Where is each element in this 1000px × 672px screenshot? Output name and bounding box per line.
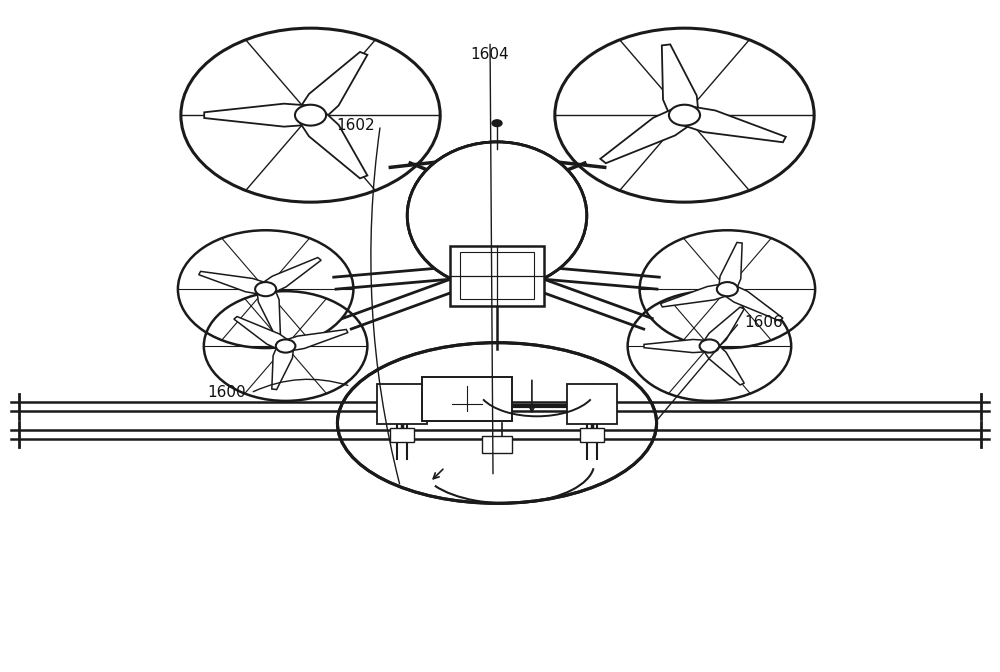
Ellipse shape [407,142,587,289]
Bar [422,378,512,421]
Bar [482,436,512,453]
Circle shape [717,282,738,296]
Text: 1600: 1600 [207,385,246,401]
Text: 1602: 1602 [337,118,375,132]
Polygon shape [204,103,311,126]
Ellipse shape [337,343,657,503]
Bar [377,384,427,424]
Polygon shape [272,345,294,390]
Circle shape [295,105,326,126]
Polygon shape [660,284,730,307]
Polygon shape [199,271,269,295]
Polygon shape [644,339,709,353]
Polygon shape [680,106,786,142]
Polygon shape [283,329,348,351]
Polygon shape [722,285,783,321]
Polygon shape [662,44,699,117]
Polygon shape [702,307,744,349]
Bar [567,384,617,424]
Polygon shape [257,288,280,336]
Polygon shape [298,52,367,120]
Bar [460,253,534,299]
Polygon shape [260,257,321,294]
Circle shape [255,282,276,296]
Text: 1606: 1606 [744,315,783,330]
Polygon shape [719,243,742,290]
Ellipse shape [407,142,587,289]
Polygon shape [234,317,291,350]
Polygon shape [298,110,367,178]
Bar [450,246,544,306]
Circle shape [276,339,295,353]
Circle shape [700,339,719,353]
Polygon shape [600,108,694,163]
Circle shape [669,105,700,126]
Text: 1604: 1604 [471,48,509,62]
Polygon shape [702,343,744,385]
Bar [580,428,604,442]
Circle shape [492,120,502,126]
Bar [390,428,414,442]
